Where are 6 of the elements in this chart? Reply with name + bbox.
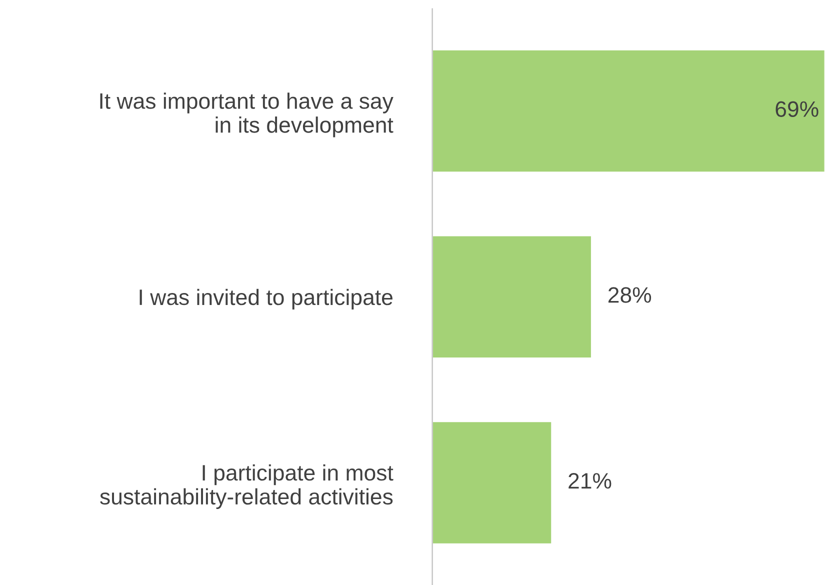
y-tick-label: It was important to have a say in its development <box>100 92 394 138</box>
y-tick-label: I participate in most sustainability-related activities <box>100 464 394 510</box>
data-label: 21% <box>568 472 612 489</box>
y-tick-label: I was invited to participate <box>140 288 392 310</box>
data-label: 28% <box>608 287 652 303</box>
data-label: 69% <box>776 101 818 117</box>
